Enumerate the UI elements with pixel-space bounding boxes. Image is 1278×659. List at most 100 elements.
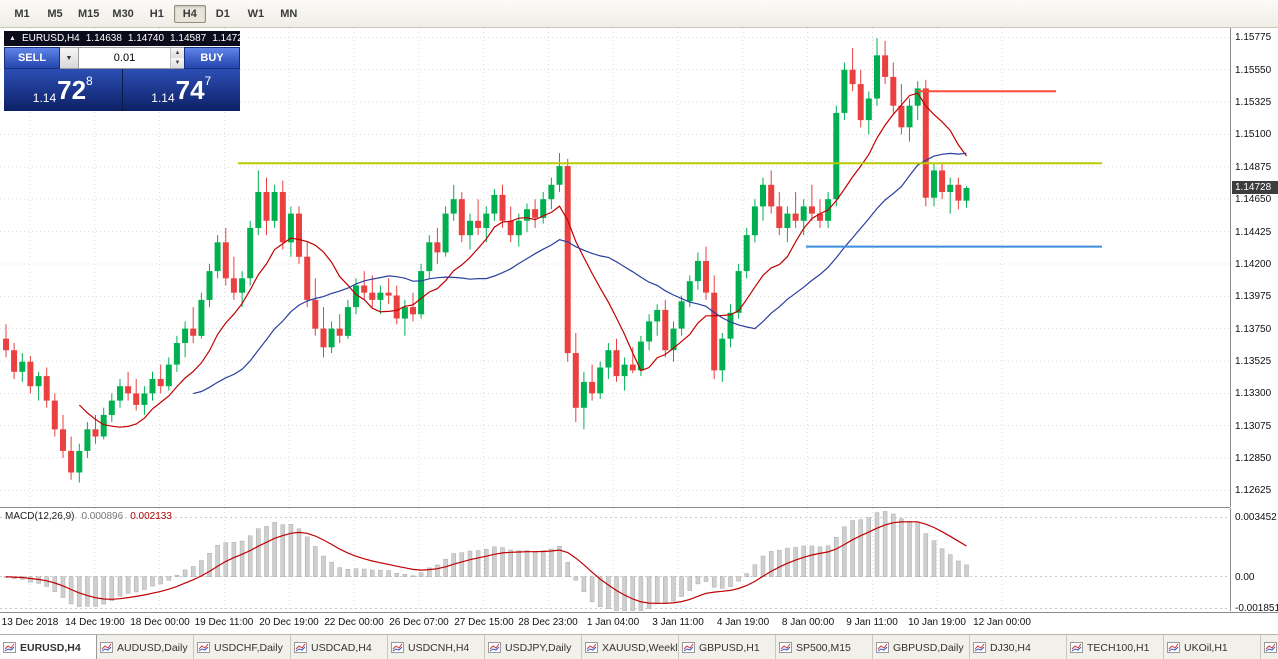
candle xyxy=(410,307,416,315)
candle xyxy=(621,364,628,377)
time-axis-label: 10 Jan 19:00 xyxy=(908,617,966,628)
timeframe-m15[interactable]: M15 xyxy=(78,7,100,20)
candle xyxy=(434,242,441,253)
price-axis-label: 1.13975 xyxy=(1235,291,1272,302)
price-axis[interactable]: 1.14728 1.15775 1.15550 1.15325 1.15100 1.14… xyxy=(1230,28,1278,507)
candle xyxy=(239,278,246,293)
candle xyxy=(890,76,897,106)
chart-tab-usdcad-h4[interactable]: USDCAD,H4 xyxy=(291,635,388,659)
chart-tab-label: USDCAD,H4 xyxy=(311,641,372,654)
candle xyxy=(173,343,180,365)
chart-tab-label: TECH100,H1 xyxy=(1087,641,1150,654)
chart-tab-icon xyxy=(779,642,792,653)
candle xyxy=(328,328,335,348)
candle xyxy=(385,292,392,296)
lot-dropdown-button[interactable]: ▼ xyxy=(60,47,79,69)
candle xyxy=(117,386,123,401)
candle xyxy=(133,393,140,405)
time-axis[interactable]: 13 Dec 2018 14 Dec 19:00 18 Dec 00:00 19 De… xyxy=(0,612,1278,634)
chart-tab-eurusd-h4[interactable]: EURUSD,H4 xyxy=(0,635,97,659)
time-axis-label: 26 Dec 07:00 xyxy=(389,617,449,628)
time-axis-label: 19 Dec 11:00 xyxy=(194,617,254,628)
candle xyxy=(92,429,99,437)
timeframe-h1[interactable]: H1 xyxy=(149,7,164,20)
candle xyxy=(524,209,530,221)
candle xyxy=(580,381,587,408)
chart-tab-dj30-h4[interactable]: DJ30,H4 xyxy=(970,635,1067,659)
candle xyxy=(353,285,359,308)
candle xyxy=(637,341,644,371)
time-axis-label: 3 Jan 11:00 xyxy=(652,617,704,628)
time-axis-label: 20 Dec 19:00 xyxy=(259,617,319,628)
candle xyxy=(467,220,473,236)
lot-size-field: ▲ ▼ xyxy=(79,47,184,69)
candle xyxy=(841,69,848,113)
candle xyxy=(214,242,221,272)
candle xyxy=(751,206,758,236)
candle xyxy=(792,213,799,221)
candle xyxy=(418,271,425,315)
candle xyxy=(857,84,864,121)
chart-tab-icon xyxy=(585,642,598,653)
candle xyxy=(548,184,555,200)
candle xyxy=(141,393,148,405)
price-axis-label: 1.14425 xyxy=(1235,227,1272,238)
chart-tab-icon xyxy=(488,642,501,653)
candle xyxy=(540,199,547,218)
chart-tab-sp500-m15[interactable]: SP500,M15 xyxy=(776,635,873,659)
timeframe-d1[interactable]: D1 xyxy=(215,7,230,20)
chevron-down-icon: ▼ xyxy=(65,54,73,62)
candle xyxy=(768,184,775,207)
candle xyxy=(491,194,498,214)
buy-button[interactable]: BUY xyxy=(184,47,240,69)
macd-axis[interactable]: 0.003452 0.00 -0.001851 xyxy=(1230,508,1278,614)
buy-price-display[interactable]: 1.14 74 7 xyxy=(122,69,240,111)
candle xyxy=(572,353,579,408)
candle xyxy=(743,235,750,272)
chart-tab-usdchf-daily[interactable]: USDCHF,Daily xyxy=(194,635,291,659)
chart-tab-audusd-daily[interactable]: AUDUSD,Daily xyxy=(97,635,194,659)
buy-price-point: 7 xyxy=(204,74,212,88)
timeframe-w1[interactable]: W1 xyxy=(247,7,265,20)
chart-tab-icon xyxy=(876,642,889,653)
timeframe-m1[interactable]: M1 xyxy=(14,7,30,20)
timeframe-h4[interactable]: H4 xyxy=(173,4,206,23)
chart-tab-tech100-h1[interactable]: TECH100,H1 xyxy=(1067,635,1164,659)
candle xyxy=(11,350,18,372)
sell-button[interactable]: SELL xyxy=(4,47,60,69)
chart-tab-gbpusd-daily[interactable]: GBPUSD,Daily xyxy=(873,635,970,659)
lot-decrement-button[interactable]: ▼ xyxy=(171,58,184,68)
candle xyxy=(711,292,718,371)
chart-tab-usdjpy-daily[interactable]: USDJPY,Daily xyxy=(485,635,582,659)
collapse-panel-icon[interactable]: ▲ xyxy=(9,34,16,42)
candlestick-chart[interactable] xyxy=(0,28,1230,507)
time-axis-label: 18 Dec 00:00 xyxy=(130,617,190,628)
candle xyxy=(760,184,766,207)
timeframe-m30[interactable]: M30 xyxy=(112,7,134,20)
chart-tab-gbpusd-h1[interactable]: GBPUSD,H1 xyxy=(679,635,776,659)
chart-tab-ukoil-h1[interactable]: UKOil,H1 xyxy=(1164,635,1261,659)
candle xyxy=(401,307,408,319)
macd-indicator[interactable] xyxy=(0,508,1230,611)
candle xyxy=(532,209,539,218)
candle xyxy=(76,450,83,473)
candle xyxy=(304,256,311,300)
chart-tab-xauusd-weekly[interactable]: XAUUSD,Weekly xyxy=(582,635,679,659)
lot-increment-button[interactable]: ▲ xyxy=(171,48,184,58)
lot-size-input[interactable] xyxy=(79,48,170,68)
timeframe-mn[interactable]: MN xyxy=(280,7,298,20)
candle xyxy=(515,220,522,236)
time-axis-label: 27 Dec 15:00 xyxy=(454,617,514,628)
sell-price-display[interactable]: 1.14 72 8 xyxy=(4,69,123,111)
candle xyxy=(898,105,905,128)
timeframe-m5[interactable]: M5 xyxy=(47,7,63,20)
current-price-tag: 1.14728 xyxy=(1232,181,1278,194)
candle xyxy=(222,242,229,279)
candle xyxy=(849,69,856,85)
chart-tab-usdcnh-h4[interactable]: USDCNH,H4 xyxy=(388,635,485,659)
price-axis-label: 1.15100 xyxy=(1235,129,1272,140)
chart-tab-u[interactable]: U xyxy=(1261,635,1278,659)
candle xyxy=(597,367,604,394)
candle xyxy=(833,112,840,200)
